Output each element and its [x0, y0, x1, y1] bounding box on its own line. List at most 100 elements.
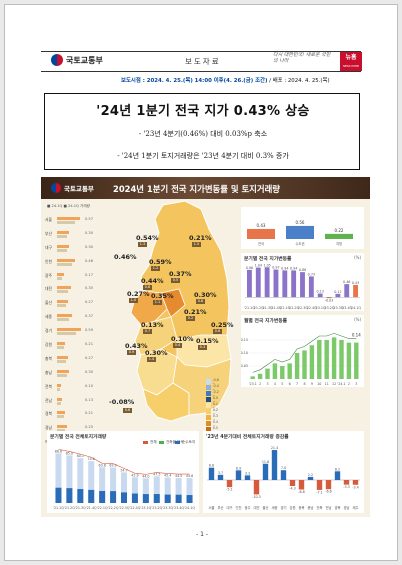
land-volume-bar — [55, 487, 62, 503]
quarter-bar — [300, 272, 305, 298]
month-bar — [287, 363, 292, 379]
map-value-seoul: 0.54% — [136, 234, 159, 242]
region-change-bar — [271, 450, 278, 480]
region-row: 서울 0.57 — [45, 217, 94, 224]
month-bar — [302, 350, 307, 379]
region-change-label: -5.1 — [226, 488, 232, 492]
region-change-label: 6.9 — [236, 466, 241, 470]
quarter-tick-label: '24.1Q — [350, 306, 361, 310]
chart-monthly-rate: 월별 전국 지가변동률 (%) 0.05 0.10 0.15'23.1 2 3 4 5 6 7 8… — [241, 315, 364, 387]
volume-tick-label: '24.1Q — [184, 506, 195, 510]
land-volume-bar — [66, 488, 73, 503]
month-bar — [265, 368, 270, 379]
month-tick-label: 6 — [289, 382, 291, 386]
month-bar — [250, 376, 255, 379]
map-value-jeonnam: 0.30% — [145, 349, 168, 357]
infographic-banner: 국토교통부 2024년 1분기 전국 지가변동률 및 토지거래량 — [41, 177, 370, 199]
banner-logo: 국토교통부 — [51, 183, 94, 193]
region-change-label: -7.1 — [316, 490, 322, 494]
month-tick-label: 12 — [332, 382, 336, 386]
region-row: 대구 0.30 — [45, 244, 94, 252]
total-volume-bar — [120, 472, 128, 503]
headline-title: '24년 1분기 전국 지가 0.43% 상승 — [96, 104, 310, 119]
quarter-bar — [335, 293, 341, 298]
map-value-daejeon: 0.35% — [151, 292, 174, 300]
region-change-bar — [208, 467, 215, 480]
month-bar — [324, 340, 329, 379]
region-row: 강원 0.21 — [45, 342, 94, 350]
month-tick-label: 2 — [259, 382, 261, 386]
quarter-tick-label: '22.4Q — [306, 306, 317, 310]
volume-tick-label: '22.2Q — [108, 506, 119, 510]
total-volume-bar — [55, 453, 62, 503]
map-value-ulsan: 0.25% — [211, 321, 234, 329]
taegeuk-icon — [51, 54, 63, 66]
region-tick-label: 인천 — [235, 505, 241, 510]
document-page: 국토교통부 보도자료 다시 대한민국! 새로운 국민의 나라 뉴홈 NEWS H… — [4, 4, 398, 561]
month-tick-label: 4 — [274, 382, 276, 386]
region-row: 전남 0.13 — [45, 397, 94, 405]
quarter-tick-label: '21.1Q — [244, 306, 255, 310]
quarter-bar — [308, 276, 314, 298]
quarter-tick-label: '21.3Q — [262, 306, 273, 310]
header-rule-top — [41, 51, 361, 52]
org-logo: 국토교통부 — [51, 54, 103, 66]
quarter-bar — [264, 267, 270, 298]
month-tick-label: 3 — [355, 382, 357, 386]
month-tick-label: '24.1 — [337, 382, 345, 386]
region-tick-label: 경남 — [343, 505, 349, 510]
y-tick-label: 0.15 — [241, 338, 248, 342]
quarter-tick-label: '21.4Q — [271, 306, 282, 310]
region-list: 서울 0.57 부산 0.30 대구 0.30 인천 0.46 광주 0.17 대전 0.35 울산 0.… — [45, 214, 97, 450]
y-tick-label: 0.05 — [241, 364, 248, 368]
region-row: 경남 0.25 — [45, 425, 94, 433]
region-change-label: -4.3 — [289, 487, 295, 491]
org-name: 국토교통부 — [66, 55, 103, 65]
chart-quarterly-volume: 분기별 전국 전체토지거래량 전체 건축물 부속 순수토지 88.6'21.1Q… — [47, 431, 199, 513]
month-bar — [257, 373, 263, 379]
total-volume-bar — [142, 478, 149, 503]
volume-bar-label: 44.0 — [142, 474, 149, 478]
page-number: - 1 - — [196, 531, 208, 538]
month-bar — [294, 353, 300, 379]
quarter-bar-label: 0.13 — [317, 290, 324, 294]
header-rule-bottom — [41, 71, 361, 72]
total-volume-bar — [186, 478, 193, 503]
volume-tick-label: '23.2Q — [151, 506, 162, 510]
region-tick-label: 충남 — [307, 505, 313, 510]
region-row: 울산 0.27 — [45, 300, 94, 308]
volume-bar-label: 74.6 — [88, 457, 95, 461]
month-tick-label: '23.1 — [249, 382, 257, 386]
volume-tick-label: '23.3Q — [162, 506, 173, 510]
summary-category-label: 지방 — [336, 241, 342, 246]
scale-item: 0.3 ~ — [206, 414, 220, 422]
volume-tick-label: '21.3Q — [75, 506, 86, 510]
volume-tick-label: '23.1Q — [140, 506, 151, 510]
region-row: 경기 0.59 — [45, 328, 94, 336]
region-tick-label: 광주 — [244, 505, 250, 510]
region-change-bar — [316, 480, 323, 490]
land-volume-bar — [175, 494, 182, 503]
slogan-calligraphy: 다시 대한민국! 새로운 국민의 나라 — [273, 52, 331, 64]
map-value-gyeongbuk: 0.30% — [194, 291, 217, 299]
land-volume-bar — [142, 494, 149, 503]
quarter-bar-label: 0.94 — [290, 266, 297, 270]
region-row: 대전 0.35 — [45, 286, 94, 294]
volume-bar-label: 44.6 — [186, 474, 193, 478]
quarter-tick-label: '22.1Q — [279, 306, 290, 310]
region-change-bar — [262, 463, 269, 480]
region-tick-label: 강원 — [289, 505, 295, 510]
embargo-line: 보도시점 : 2024. 4. 25.(목) 14:00 이후(4. 26.(금… — [121, 78, 330, 84]
month-bar — [339, 340, 344, 379]
region-tick-label: 서울 — [208, 505, 214, 510]
news-home-badge: 뉴홈 NEWS HOME — [340, 52, 362, 71]
headline-subpoint-1: - '23년 4분기(0.46%) 대비 0.03%p 축소 — [138, 130, 268, 138]
total-volume-bar — [99, 467, 106, 503]
region-change-bar — [298, 480, 305, 490]
region-row: 충남 0.30 — [45, 369, 94, 377]
volume-bar-label: 80.1 — [77, 454, 84, 458]
volume-tick-label: '23.4Q — [173, 506, 184, 510]
summary-bar-label: 0.43 — [257, 223, 266, 228]
volume-tick-label: '22.3Q — [119, 506, 130, 510]
region-change-label: 3.3 — [245, 471, 250, 475]
